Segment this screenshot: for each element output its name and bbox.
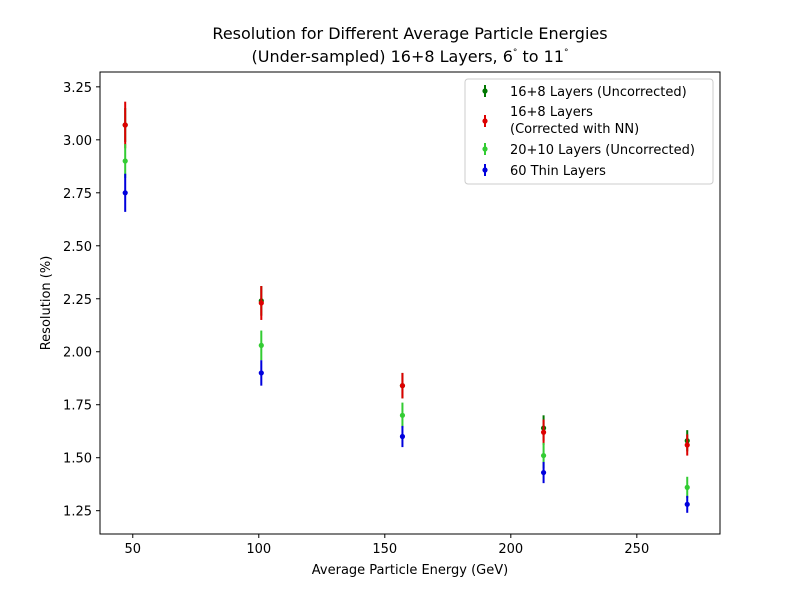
legend: 16+8 Layers (Uncorrected) 16+8 Layers (Cor… (464, 78, 714, 185)
series-3 (122, 144, 690, 498)
x-tick-label: 250 (624, 542, 649, 557)
y-tick-label: 3.00 (63, 134, 92, 149)
y-axis-label: Resolution (%) (39, 256, 54, 351)
series-4 (122, 173, 690, 513)
legend-marker-point (482, 146, 488, 152)
data-point (684, 501, 690, 507)
data-point (122, 190, 128, 196)
x-tick-label: 200 (498, 542, 523, 557)
legend-label: 16+8 Layers (Uncorrected) (510, 85, 687, 100)
title-line2-prefix: (Under-sampled) 16+8 Layers, 6 (252, 47, 513, 66)
y-tick-label: 1.25 (63, 505, 92, 520)
x-tick-label: 50 (124, 542, 141, 557)
legend-marker-point (482, 118, 488, 124)
y-tick-label: 2.50 (63, 240, 92, 255)
plot-frame (99, 71, 721, 535)
data-point (540, 469, 547, 476)
x-axis-label: Average Particle Energy (GeV) (312, 563, 508, 578)
data-point (399, 383, 406, 389)
data-point (540, 452, 547, 459)
y-tick-label: 2.25 (63, 293, 92, 308)
legend-label: 16+8 Layers (510, 105, 593, 120)
title-degree-2: ° (564, 48, 569, 58)
legend-label: (Corrected with NN) (510, 122, 639, 137)
data-point (684, 484, 690, 490)
title-line2-mid: to 11 (517, 47, 564, 66)
y-axis-ticks: 1.25 1.50 1.75 2.00 2.25 2.50 2.75 3.00 3.25 (63, 81, 100, 520)
legend-label: 20+10 Layers (Uncorrected) (510, 143, 695, 158)
legend-box (464, 78, 714, 185)
chart-title-line1: Resolution for Different Average Particl… (212, 24, 607, 43)
x-tick-label: 100 (246, 542, 271, 557)
legend-label: 60 Thin Layers (510, 164, 606, 179)
y-tick-label: 2.00 (63, 346, 92, 361)
y-tick-label: 1.50 (63, 452, 92, 467)
data-point (684, 442, 690, 448)
data-point (258, 342, 264, 348)
data-point (399, 433, 406, 440)
title-degree-1: ° (513, 48, 518, 58)
y-tick-label: 1.75 (63, 399, 92, 414)
legend-marker-point (482, 167, 488, 173)
legend-marker-point (482, 88, 488, 94)
x-tick-label: 150 (372, 542, 397, 557)
series-2 (122, 101, 690, 456)
data-point (122, 122, 128, 128)
data-point (122, 158, 128, 164)
x-axis-ticks: 50 100 150 200 250 (124, 534, 649, 557)
data-point (540, 429, 547, 435)
chart-title-line2: (Under-sampled) 16+8 Layers, 6° to 11° (252, 47, 569, 66)
data-point (399, 412, 406, 418)
data-point (258, 370, 264, 376)
data-point (258, 300, 264, 306)
y-tick-label: 3.25 (63, 81, 92, 96)
plot-marks (122, 101, 690, 513)
y-tick-label: 2.75 (63, 187, 92, 202)
